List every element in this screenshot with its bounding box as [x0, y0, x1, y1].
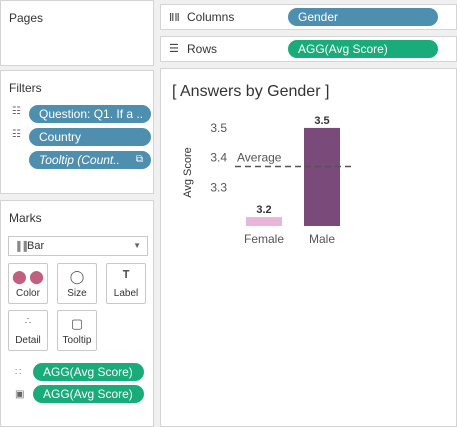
- detail-dots-icon: ∴: [24, 316, 32, 327]
- bar: [304, 127, 340, 226]
- color-label: Color: [16, 288, 40, 299]
- view-area: [ Answers by Gender ] Avg Score 3.3 3.4 3.5…: [160, 68, 457, 427]
- filter-country[interactable]: Country: [29, 128, 151, 146]
- filter-tooltip-label: Tooltip (Count..: [39, 153, 120, 167]
- y-tick-label: 3.4: [210, 151, 227, 165]
- columns-gender-pill[interactable]: Gender: [288, 8, 438, 26]
- chart-title: [ Answers by Gender ]: [172, 83, 330, 100]
- link-icon: ⧉: [135, 154, 143, 165]
- bar-value-label: 3.2: [256, 204, 271, 216]
- bar: [246, 217, 282, 226]
- detail-label: Detail: [15, 335, 41, 346]
- filters-title: Filters: [9, 81, 42, 95]
- rows-icon: ☰: [169, 43, 179, 55]
- filter-icon: ☷: [12, 106, 21, 117]
- bar-value-label: 3.5: [314, 115, 329, 127]
- text-label-icon: 𝐓: [122, 269, 130, 281]
- label-field-pill[interactable]: AGG(Avg Score): [33, 385, 144, 403]
- tooltip-label: Tooltip: [62, 335, 92, 346]
- size-icon: ◯: [69, 269, 85, 284]
- columns-label: Columns: [187, 10, 235, 24]
- color-button[interactable]: ⬤ ⬤ Color: [8, 263, 48, 304]
- filter-icon: ☷: [12, 129, 21, 140]
- y-axis-title: Avg Score: [182, 147, 194, 198]
- label-label: Label: [113, 288, 139, 299]
- detail-button[interactable]: ∴ Detail: [8, 310, 48, 351]
- text-label-icon: ▣: [15, 389, 25, 400]
- label-button[interactable]: 𝐓 Label: [106, 263, 146, 304]
- color-dots-icon: ∷: [15, 367, 22, 378]
- x-category-label: Male: [309, 232, 335, 246]
- size-label: Size: [67, 288, 87, 299]
- y-tick-label: 3.3: [210, 180, 227, 194]
- columns-shelf: ⅡⅡ Columns Gender: [160, 4, 457, 30]
- bar-chart: Avg Score 3.3 3.4 3.5 3.2 Female 3.5 Male Averag…: [182, 115, 351, 246]
- pages-title: Pages: [9, 11, 44, 25]
- chevron-down-icon: ▼: [133, 241, 141, 250]
- mark-type-value: Bar: [27, 240, 45, 252]
- rows-avg-score-pill[interactable]: AGG(Avg Score): [288, 40, 438, 58]
- color-dots-icon: ⬤ ⬤: [12, 269, 44, 284]
- x-category-label: Female: [244, 232, 284, 246]
- filters-panel: Filters ☷ Question: Q1. If a .. ☷ Countr…: [0, 70, 154, 194]
- size-button[interactable]: ◯ Size: [57, 263, 97, 304]
- color-field-pill[interactable]: AGG(Avg Score): [33, 363, 144, 381]
- bar-chart-icon: ▐▐: [14, 241, 27, 251]
- columns-icon: ⅡⅡ: [169, 12, 180, 24]
- filter-tooltip[interactable]: Tooltip (Count.. ⧉: [29, 151, 151, 169]
- marks-title: Marks: [9, 211, 42, 225]
- y-tick-label: 3.5: [210, 121, 227, 135]
- rows-label: Rows: [187, 42, 218, 56]
- tooltip-bubble-icon: ▢: [70, 316, 84, 331]
- mark-type-select[interactable]: ▐▐ Bar ▼: [8, 236, 148, 256]
- tooltip-button[interactable]: ▢ Tooltip: [57, 310, 97, 351]
- filter-question[interactable]: Question: Q1. If a ..: [29, 105, 151, 123]
- pages-panel: Pages: [0, 0, 154, 66]
- reference-line-label: Average: [237, 151, 282, 165]
- rows-shelf: ☰ Rows AGG(Avg Score): [160, 36, 457, 62]
